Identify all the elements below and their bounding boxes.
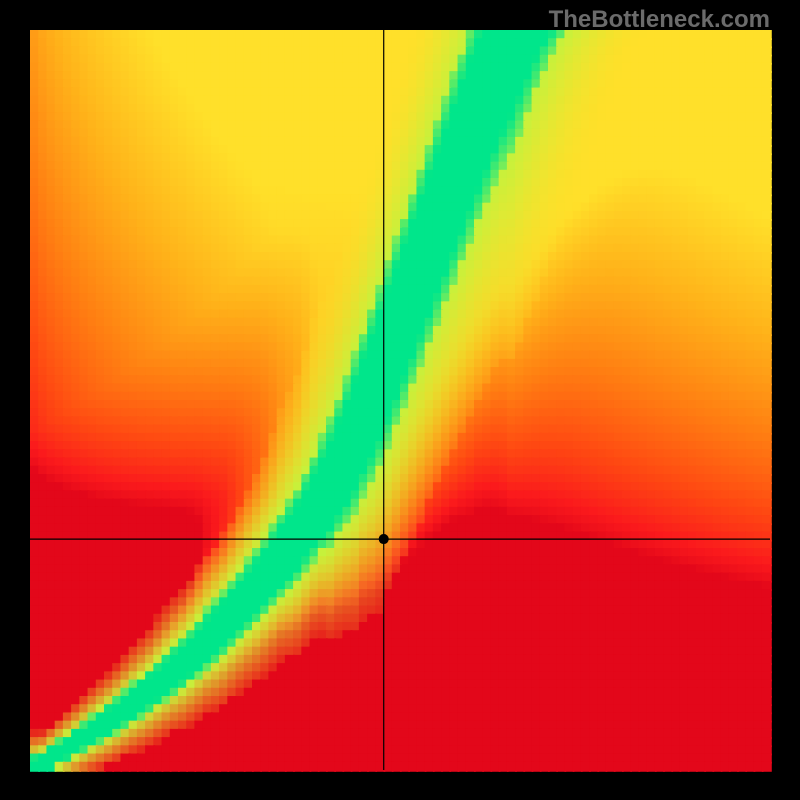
heatmap-canvas [0, 0, 800, 800]
chart-container: TheBottleneck.com [0, 0, 800, 800]
watermark-text: TheBottleneck.com [549, 6, 770, 34]
